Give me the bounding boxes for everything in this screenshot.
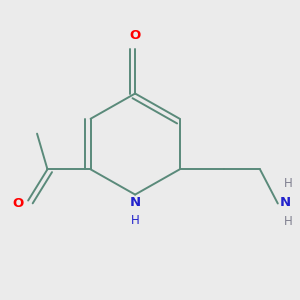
Text: H: H	[284, 177, 292, 190]
Text: H: H	[284, 215, 292, 228]
Text: O: O	[130, 28, 141, 41]
Text: O: O	[12, 197, 24, 210]
Text: N: N	[130, 196, 141, 209]
Text: H: H	[131, 214, 140, 227]
Text: N: N	[279, 196, 290, 208]
